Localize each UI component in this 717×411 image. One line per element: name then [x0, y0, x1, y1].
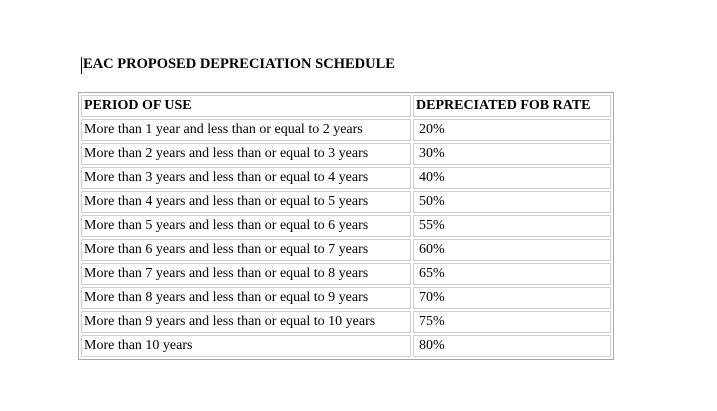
rate-cell: 55% — [413, 215, 611, 237]
period-cell: More than 6 years and less than or equal… — [81, 239, 411, 261]
period-cell: More than 5 years and less than or equal… — [81, 215, 411, 237]
rate-cell: 20% — [413, 119, 611, 141]
header-cell: DEPRECIATED FOB RATE — [413, 95, 611, 117]
rate-cell: 75% — [413, 311, 611, 333]
table-row: More than 1 year and less than or equal … — [81, 119, 611, 141]
rate-cell: 70% — [413, 287, 611, 309]
rate-cell: 80% — [413, 335, 611, 357]
rate-cell: 30% — [413, 143, 611, 165]
header-row: PERIOD OF USE DEPRECIATED FOB RATE — [81, 95, 611, 117]
rate-cell: 65% — [413, 263, 611, 285]
table-row: More than 10 years 80% — [81, 335, 611, 357]
table-row: More than 4 years and less than or equal… — [81, 191, 611, 213]
period-cell: More than 2 years and less than or equal… — [81, 143, 411, 165]
table-body: More than 1 year and less than or equal … — [81, 119, 611, 357]
table-row: More than 6 years and less than or equal… — [81, 239, 611, 261]
rate-cell: 50% — [413, 191, 611, 213]
rate-cell: 40% — [413, 167, 611, 189]
period-cell: More than 1 year and less than or equal … — [81, 119, 411, 141]
period-cell: More than 8 years and less than or equal… — [81, 287, 411, 309]
rate-cell: 60% — [413, 239, 611, 261]
table-row: More than 2 years and less than or equal… — [81, 143, 611, 165]
schedule-table: PERIOD OF USE DEPRECIATED FOB RATE More t… — [78, 92, 614, 360]
header-cell: PERIOD OF USE — [81, 95, 411, 117]
period-cell: More than 4 years and less than or equal… — [81, 191, 411, 213]
table-row: More than 5 years and less than or equal… — [81, 215, 611, 237]
period-cell: More than 9 years and less than or equal… — [81, 311, 411, 333]
table-row: More than 8 years and less than or equal… — [81, 287, 611, 309]
text-cursor — [81, 57, 82, 74]
table-row: More than 7 years and less than or equal… — [81, 263, 611, 285]
period-cell: More than 3 years and less than or equal… — [81, 167, 411, 189]
period-cell: More than 10 years — [81, 335, 411, 357]
document-title: EAC PROPOSED DEPRECIATION SCHEDULE — [83, 56, 395, 72]
table-row: More than 3 years and less than or equal… — [81, 167, 611, 189]
period-cell: More than 7 years and less than or equal… — [81, 263, 411, 285]
table-row: More than 9 years and less than or equal… — [81, 311, 611, 333]
